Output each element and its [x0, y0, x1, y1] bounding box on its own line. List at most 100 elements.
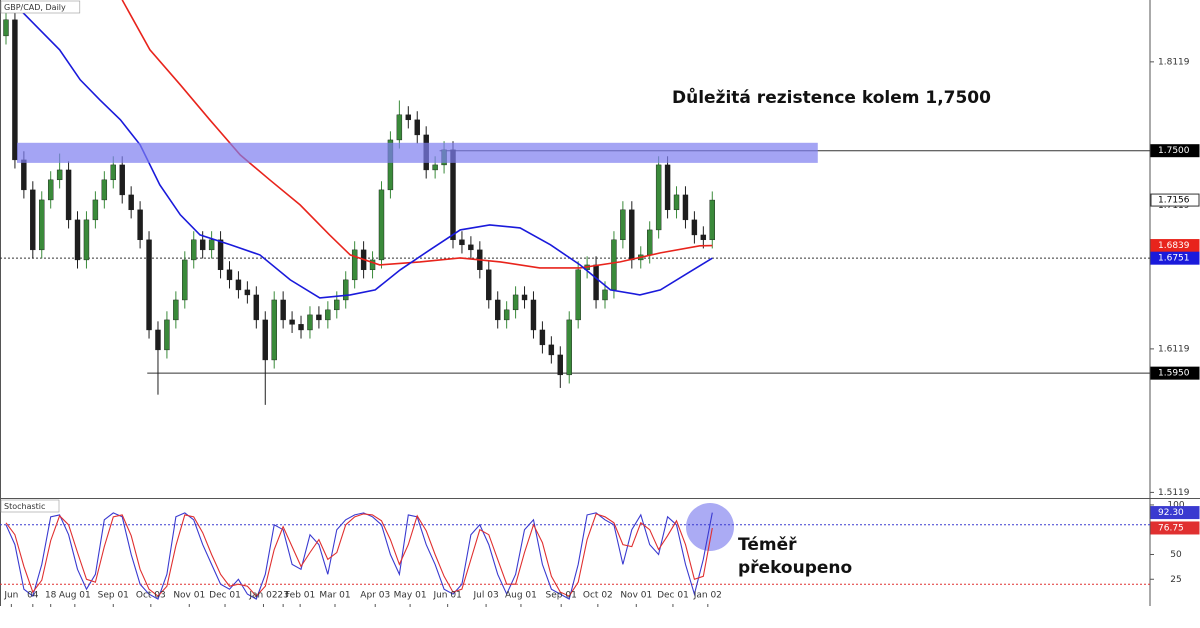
candle-body — [450, 149, 456, 241]
candle-body — [65, 169, 72, 221]
candle-body — [83, 219, 90, 261]
candle-body — [217, 239, 224, 271]
panel-title: Stochastic — [4, 502, 45, 511]
y-tick-label: 50 — [1170, 550, 1182, 560]
x-tick-label: Sep 01 — [98, 591, 129, 601]
x-tick-label: 18 — [45, 591, 57, 601]
candle-body — [343, 279, 349, 301]
moving-average — [121, 0, 713, 269]
candle-body — [199, 239, 206, 251]
candle-body — [682, 194, 689, 221]
candle-body — [414, 119, 420, 136]
candle-body — [191, 239, 197, 261]
candle-body — [56, 169, 63, 181]
candle-body — [182, 259, 188, 301]
candle-body — [530, 299, 537, 331]
stoch-value-label-box — [1150, 521, 1200, 535]
candle-body — [119, 164, 125, 196]
candle-body — [164, 319, 170, 351]
candle-body — [593, 264, 599, 301]
candle-body — [575, 269, 581, 321]
stoch-value-label: 76.75 — [1158, 523, 1184, 533]
x-tick-label: 23 — [277, 591, 288, 601]
candle-body — [405, 114, 412, 121]
candle-body — [30, 189, 36, 251]
moving-average — [19, 9, 713, 299]
x-tick-label: Jun — [3, 591, 18, 601]
candle-body — [664, 164, 671, 211]
candle-body — [226, 269, 233, 281]
candle-body — [646, 229, 653, 256]
candle-body — [495, 299, 501, 321]
candle-body — [244, 289, 251, 296]
ma-value-label-box — [1150, 239, 1200, 253]
candle-body — [369, 259, 376, 271]
candle-body — [396, 114, 403, 141]
stoch-value-label-box — [1150, 506, 1200, 520]
panel-title: GBP/CAD, Daily — [4, 3, 66, 12]
price-panel — [0, 0, 1150, 405]
x-tick-label: Jul 03 — [473, 591, 499, 601]
candle-body — [334, 299, 340, 311]
candle-body — [557, 354, 563, 376]
stoch-panel — [0, 512, 1150, 600]
x-tick-label: Jan 02 — [248, 591, 277, 601]
x-tick-label: Sep 01 — [546, 591, 577, 601]
x-tick-label: Oct 03 — [136, 591, 166, 601]
candle-body — [298, 324, 304, 331]
candle-body — [253, 294, 260, 321]
x-tick-label: Aug 01 — [505, 591, 537, 601]
candle-body — [468, 244, 474, 251]
ma-value-label-box — [1150, 251, 1200, 265]
level-label: 1.7500 — [1158, 146, 1190, 156]
candle-body — [378, 189, 385, 261]
stoch-value-label: 92.30 — [1158, 508, 1184, 518]
stoch-line — [5, 512, 713, 600]
candle-body — [620, 209, 626, 241]
candle-body — [101, 179, 108, 201]
candle-body — [12, 19, 18, 161]
x-tick-label: 04 — [27, 591, 39, 601]
x-tick-label: Oct 02 — [583, 591, 613, 601]
candle-body — [307, 314, 313, 331]
candle-body — [146, 239, 152, 331]
candle-body — [673, 194, 680, 211]
candle-body — [459, 239, 465, 246]
ma-value-label: 1.6839 — [1158, 241, 1190, 251]
candle-body — [602, 289, 608, 301]
y-tick-label: 1.6119 — [1158, 344, 1190, 354]
x-tick-label: Dec 01 — [657, 591, 689, 601]
candle-body — [351, 249, 358, 281]
candle-body — [316, 314, 322, 321]
candle-body — [503, 309, 510, 321]
candle-body — [155, 329, 161, 351]
y-tick-label: 1.8119 — [1158, 57, 1190, 67]
x-tick-label: Dec 01 — [209, 591, 241, 601]
candle-body — [235, 279, 242, 291]
panel-title-box — [0, 0, 81, 14]
candle-body — [21, 159, 27, 191]
candle-body — [92, 199, 99, 221]
candle-body — [137, 209, 143, 241]
candle-body — [110, 164, 116, 181]
resistance-zone — [16, 142, 818, 163]
x-tick-label: Nov 01 — [620, 591, 652, 601]
candle-body — [74, 219, 81, 261]
candle-body — [128, 194, 134, 211]
candle-body — [208, 239, 215, 251]
candle-body — [700, 234, 707, 241]
x-tick-label: Jan 02 — [693, 591, 722, 601]
candle-body — [655, 164, 662, 231]
x-tick-label: Nov 01 — [173, 591, 205, 601]
last-price-label: 1.7156 — [1158, 196, 1190, 206]
candle-body — [611, 239, 617, 291]
candle-body — [539, 329, 546, 346]
candle-body — [280, 299, 286, 321]
candle-body — [521, 294, 528, 301]
candle-body — [173, 299, 179, 321]
candle-body — [47, 179, 54, 201]
candle-body — [262, 319, 268, 361]
candle-body — [691, 219, 698, 236]
annotation: překoupeno — [738, 558, 852, 578]
